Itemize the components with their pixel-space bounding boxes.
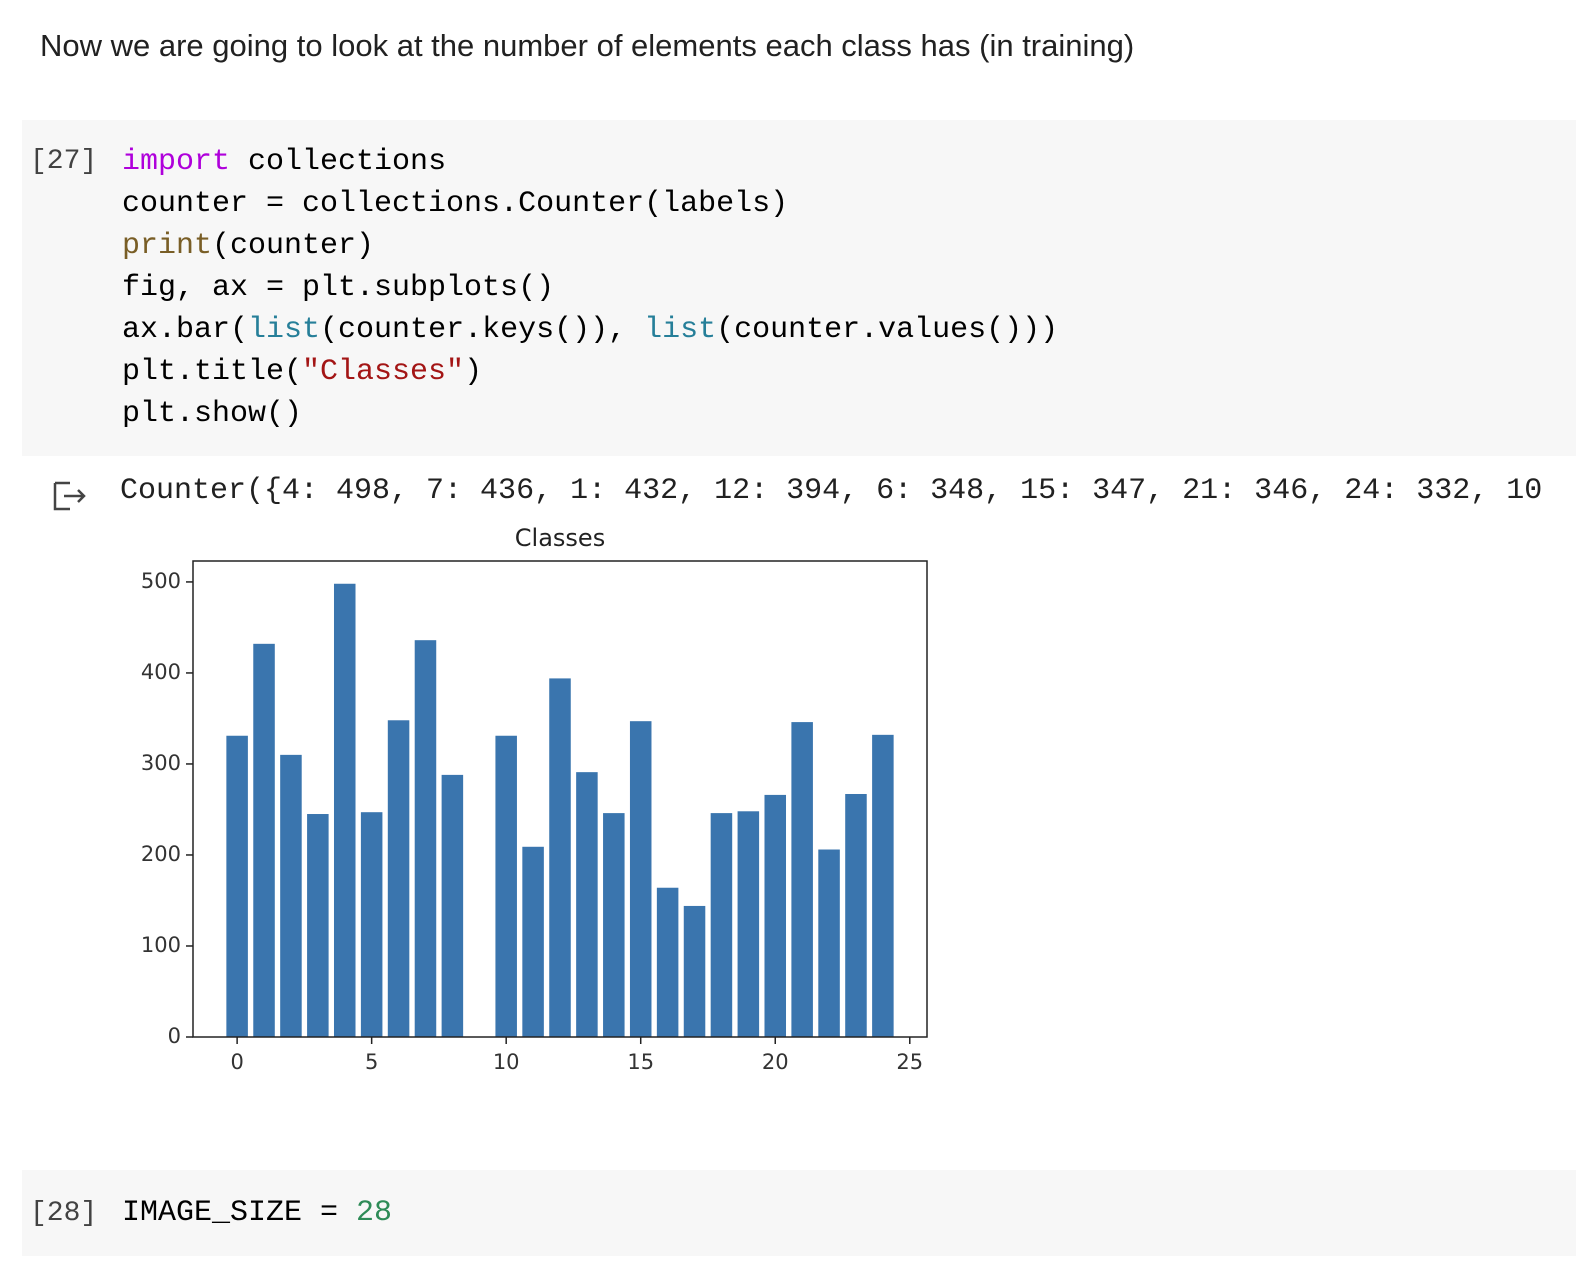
- plot-frame: [192, 560, 928, 1038]
- x-tick-label: 25: [896, 1050, 923, 1074]
- code-line: plt.title("Classes"): [122, 351, 1058, 393]
- code-cell[interactable]: [28] IMAGE_SIZE = 28: [22, 1170, 1576, 1256]
- code-line: plt.show(): [122, 393, 1058, 435]
- y-tick-label: 400: [141, 660, 181, 684]
- bar: [441, 774, 464, 1037]
- bar: [414, 640, 437, 1037]
- bar: [360, 812, 383, 1037]
- y-tick-label: 300: [141, 751, 181, 775]
- code-cell[interactable]: [27] import collections counter = collect…: [22, 120, 1576, 456]
- code-token: (counter): [212, 229, 375, 263]
- x-tick-label: 5: [365, 1050, 378, 1074]
- code-editor[interactable]: import collections counter = collections.…: [122, 141, 1058, 435]
- code-line: import collections: [122, 141, 1058, 183]
- code-line: print(counter): [122, 225, 1058, 267]
- bar: [818, 849, 840, 1037]
- bar: [629, 721, 652, 1037]
- bar: [307, 814, 329, 1037]
- code-token: print: [122, 229, 213, 263]
- code-token: list: [248, 313, 321, 347]
- bar: [791, 722, 813, 1037]
- output-icon: [53, 481, 86, 511]
- cell-prompt: [27]: [30, 146, 98, 177]
- code-line: fig, ax = plt.subplots(): [122, 267, 1058, 309]
- code-line: counter = collections.Counter(labels): [122, 183, 1058, 225]
- bar: [226, 735, 248, 1037]
- markdown-text: Now we are going to look at the number o…: [40, 28, 1135, 63]
- code-token: 28: [356, 1196, 393, 1230]
- code-editor[interactable]: IMAGE_SIZE = 28: [122, 1192, 392, 1234]
- code-token: ax.bar(: [122, 313, 249, 347]
- code-token: fig, ax = plt.subplots(): [122, 271, 555, 305]
- bar: [683, 905, 706, 1037]
- chart-title: Classes: [515, 524, 605, 552]
- cell-prompt: [28]: [30, 1198, 98, 1229]
- code-line: IMAGE_SIZE = 28: [122, 1192, 392, 1234]
- bar: [603, 813, 625, 1037]
- bar: [387, 720, 410, 1037]
- chart: Classes 0 100 200 300 400 500 0 5 10 15 20 25: [141, 524, 928, 1074]
- bar: [710, 813, 733, 1037]
- y-tick-label: 100: [141, 933, 181, 957]
- y-tick-label: 200: [141, 842, 181, 866]
- bar: [845, 793, 867, 1037]
- code-token: import: [122, 145, 231, 179]
- bar: [280, 754, 302, 1037]
- x-tick-label: 20: [762, 1050, 789, 1074]
- x-tick-label: 0: [230, 1050, 243, 1074]
- code-token: "Classes": [302, 355, 465, 389]
- y-tick-label: 0: [168, 1024, 181, 1048]
- bar: [522, 846, 544, 1037]
- bar: [737, 811, 760, 1037]
- code-token: ): [464, 355, 483, 389]
- bar: [872, 734, 894, 1037]
- x-tick-label: 10: [493, 1050, 520, 1074]
- y-tick-label: 500: [141, 569, 181, 593]
- bar: [576, 772, 598, 1037]
- code-token: IMAGE_SIZE =: [122, 1196, 357, 1230]
- code-token: list: [644, 313, 717, 347]
- x-tick-label: 15: [627, 1050, 654, 1074]
- code-token: counter = collections.Counter(labels): [122, 187, 789, 221]
- bar: [764, 794, 787, 1037]
- bar: [333, 583, 356, 1037]
- code-token: plt.show(): [122, 397, 303, 431]
- bar: [253, 643, 275, 1037]
- bar: [549, 678, 571, 1037]
- code-token: collections: [230, 145, 447, 179]
- bar: [656, 887, 679, 1037]
- code-token: (counter.keys()),: [320, 313, 645, 347]
- output-text: Counter({4: 498, 7: 436, 1: 432, 12: 394…: [120, 474, 1543, 508]
- code-token: (counter.values())): [716, 313, 1059, 347]
- bar: [495, 735, 517, 1037]
- code-token: plt.title(: [122, 355, 303, 389]
- code-line: ax.bar(list(counter.keys()), list(counte…: [122, 309, 1058, 351]
